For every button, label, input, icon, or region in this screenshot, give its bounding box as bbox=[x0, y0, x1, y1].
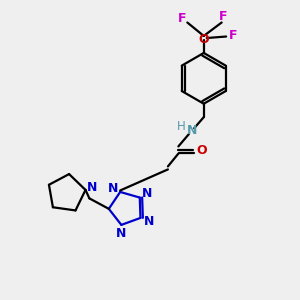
Text: N: N bbox=[142, 188, 152, 200]
Text: N: N bbox=[116, 227, 127, 240]
Text: F: F bbox=[219, 10, 227, 23]
Text: N: N bbox=[144, 215, 154, 228]
Text: N: N bbox=[187, 124, 197, 137]
Text: F: F bbox=[229, 29, 237, 42]
Text: N: N bbox=[87, 181, 97, 194]
Text: N: N bbox=[107, 182, 118, 195]
Text: O: O bbox=[196, 143, 207, 157]
Text: H: H bbox=[177, 120, 186, 133]
Text: O: O bbox=[198, 33, 209, 46]
Text: F: F bbox=[178, 12, 186, 25]
